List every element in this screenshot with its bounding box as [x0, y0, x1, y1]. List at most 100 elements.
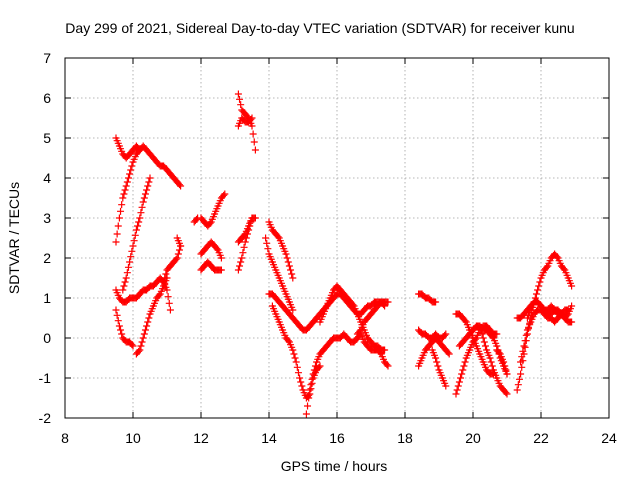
series-arc-11: [197, 238, 225, 262]
data-point: [177, 182, 185, 190]
data-point: [315, 363, 323, 371]
data-point: [144, 182, 152, 190]
data-point: [291, 354, 299, 362]
data-point: [139, 198, 147, 206]
series-arc-26: [415, 334, 453, 370]
data-points: [112, 90, 576, 418]
data-point: [213, 245, 221, 253]
data-point: [145, 178, 153, 186]
data-point: [127, 253, 135, 261]
data-point: [292, 358, 300, 366]
data-point: [349, 301, 357, 309]
data-point: [289, 274, 297, 282]
data-point: [471, 335, 479, 343]
data-point: [122, 182, 130, 190]
data-point: [126, 258, 134, 266]
data-point: [488, 333, 496, 341]
data-point: [453, 386, 461, 394]
data-point: [134, 222, 142, 230]
data-point: [117, 326, 125, 334]
data-point: [135, 218, 143, 226]
data-point: [247, 115, 255, 123]
data-point: [519, 347, 527, 355]
x-tick-labels: 8 10 12 14 16 18 20 22 24: [61, 430, 617, 446]
data-point: [117, 207, 125, 215]
data-point: [234, 266, 242, 274]
data-point: [282, 250, 290, 258]
data-point: [112, 238, 120, 246]
data-point: [493, 330, 501, 338]
data-point: [284, 337, 292, 345]
data-point: [311, 362, 319, 370]
data-point: [130, 237, 138, 245]
chart-title: Day 299 of 2021, Sidereal Day-to-day VTE…: [65, 20, 574, 36]
data-point: [137, 342, 145, 350]
plot-frame: [64, 57, 610, 419]
data-point: [129, 342, 137, 350]
data-point: [305, 394, 313, 402]
data-point: [246, 222, 254, 230]
data-point: [164, 293, 172, 301]
data-point: [461, 317, 469, 325]
data-point: [487, 358, 495, 366]
data-point: [143, 186, 151, 194]
data-point: [457, 374, 465, 382]
data-point: [136, 346, 144, 354]
data-point: [262, 234, 270, 242]
data-point: [144, 318, 152, 326]
data-point: [217, 266, 225, 274]
data-point: [356, 327, 364, 335]
data-point: [444, 349, 452, 357]
data-point: [293, 363, 301, 371]
data-point: [129, 242, 137, 250]
data-point: [503, 370, 511, 378]
data-point: [123, 269, 131, 277]
x-tick-label: 10: [125, 430, 141, 446]
series-arc-22: [316, 282, 389, 354]
data-point: [486, 354, 494, 362]
data-point: [119, 194, 127, 202]
data-point: [294, 369, 302, 377]
x-tick-label: 18: [397, 430, 413, 446]
data-point: [514, 381, 522, 389]
data-point: [165, 299, 173, 307]
data-point: [131, 231, 139, 239]
data-point: [535, 282, 543, 290]
series-arc-20: [268, 302, 324, 402]
data-point: [515, 375, 523, 383]
data-point: [459, 366, 467, 374]
y-tick-label: 4: [43, 170, 51, 186]
series-arc-37: [517, 306, 572, 366]
data-point: [304, 402, 312, 410]
x-tick-label: 14: [261, 430, 277, 446]
data-point: [138, 338, 146, 346]
series-arc-33: [493, 346, 511, 378]
x-tick-label: 22: [533, 430, 549, 446]
series-arc-9: [190, 214, 202, 226]
data-point: [118, 201, 126, 209]
data-point: [503, 390, 511, 398]
data-point: [113, 230, 121, 238]
data-point: [309, 370, 317, 378]
data-point: [122, 274, 130, 282]
data-point: [124, 263, 132, 271]
data-point: [237, 101, 245, 109]
data-point: [481, 342, 489, 350]
data-point: [126, 170, 134, 178]
series-arc-23: [353, 298, 392, 338]
data-point: [460, 362, 468, 370]
data-point: [206, 219, 214, 227]
x-axis-label: GPS time / hours: [281, 458, 388, 474]
data-point: [442, 382, 450, 390]
data-point: [306, 386, 314, 394]
data-point: [249, 130, 257, 138]
data-point: [175, 246, 183, 254]
data-point: [137, 209, 145, 217]
data-point: [120, 282, 128, 290]
data-point: [248, 214, 256, 222]
series-arc-13: [234, 90, 259, 154]
data-point: [518, 363, 526, 371]
data-point: [177, 242, 185, 250]
data-point: [297, 378, 305, 386]
